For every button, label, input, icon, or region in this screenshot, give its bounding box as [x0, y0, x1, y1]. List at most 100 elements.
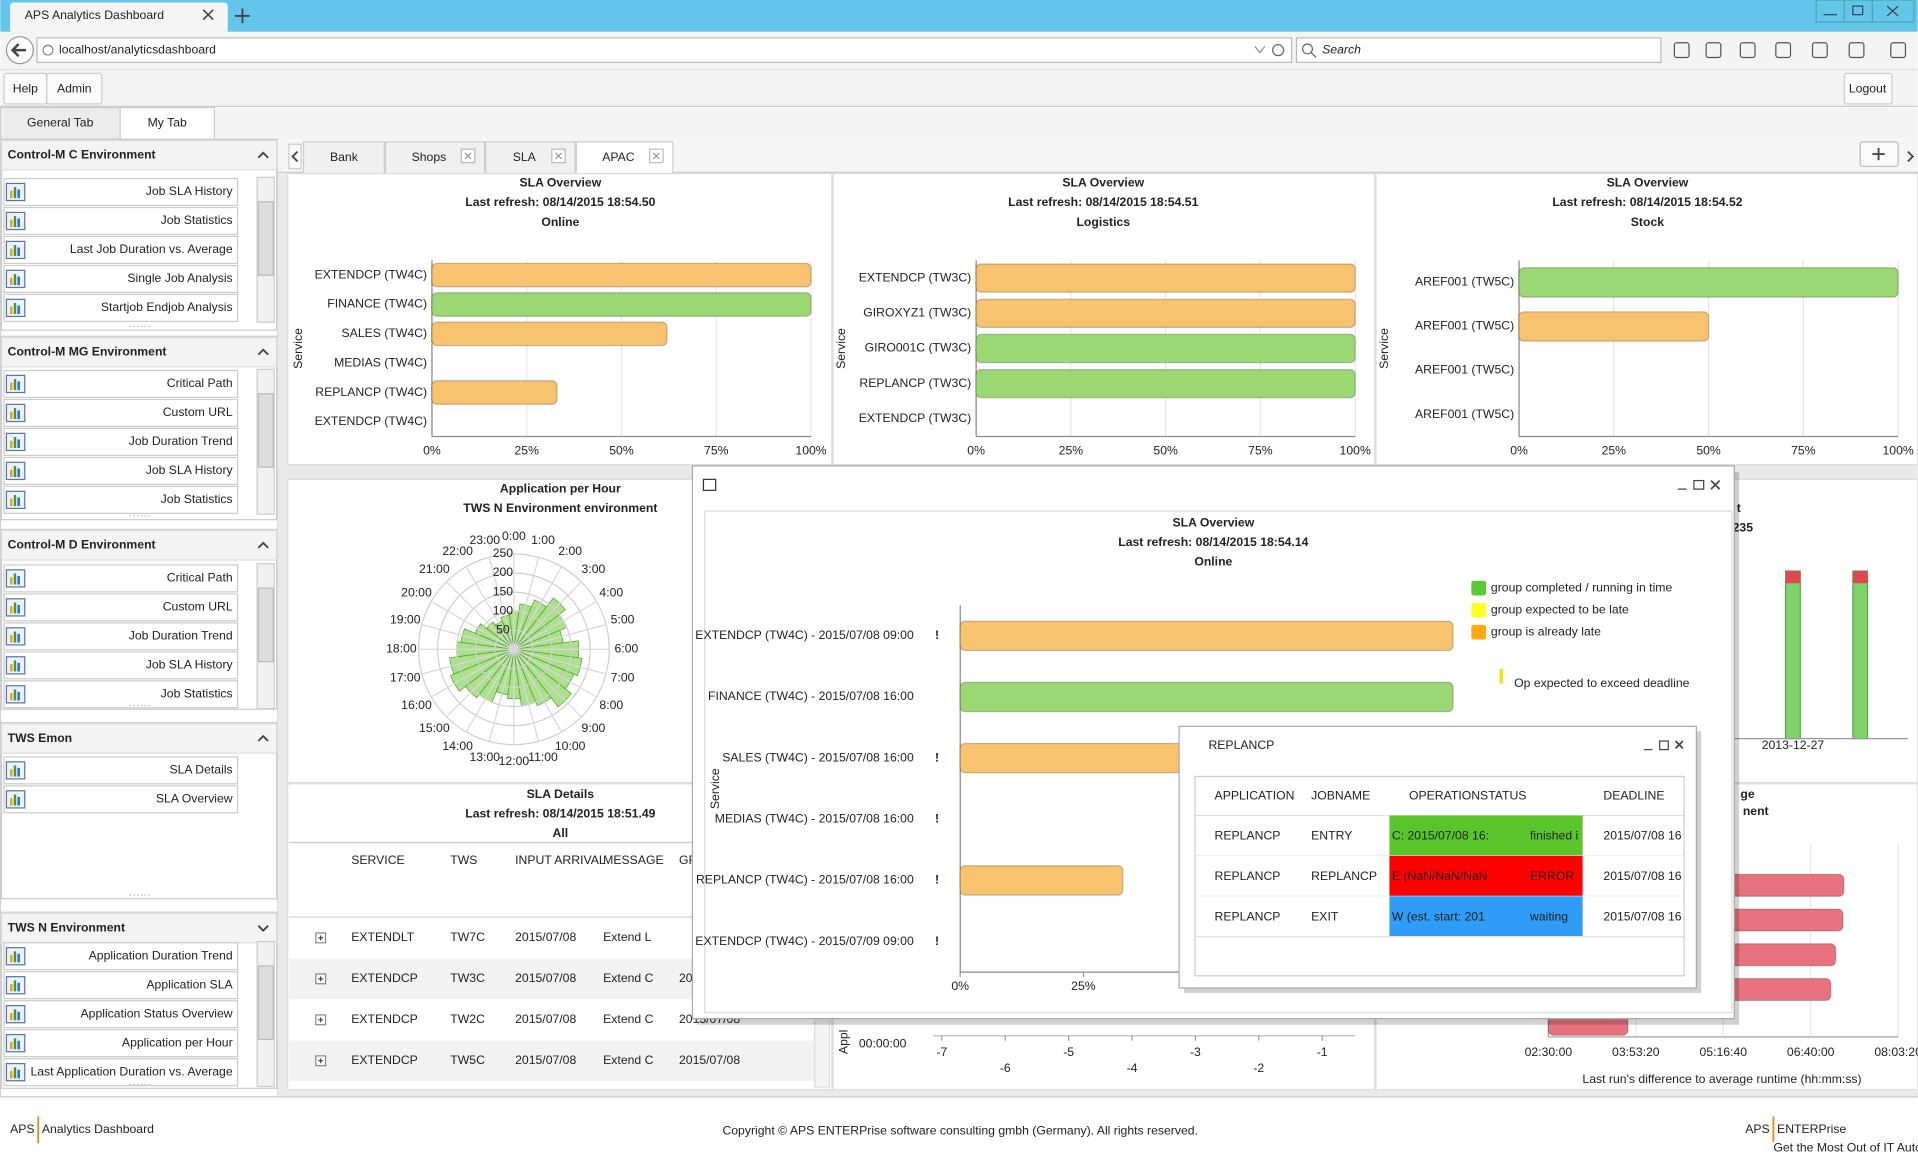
- section-header[interactable]: [0, 723, 278, 754]
- section-title[interactable]: TWS Emon: [8, 731, 72, 745]
- collapse[interactable]: [257, 541, 269, 549]
- main-tab-label[interactable]: General Tab: [27, 116, 94, 130]
- menu-item[interactable]: [3, 293, 239, 322]
- scroll-left[interactable]: [288, 143, 302, 170]
- section-header[interactable]: [0, 336, 278, 368]
- browser-tab[interactable]: [10, 2, 228, 34]
- toolbar-icon[interactable]: [1705, 42, 1722, 59]
- toolbar-icon[interactable]: [1739, 42, 1756, 59]
- menu-item[interactable]: [3, 1000, 239, 1029]
- menu-item[interactable]: [3, 456, 239, 485]
- url-field[interactable]: [36, 37, 1293, 63]
- collapse[interactable]: [257, 151, 269, 159]
- menu-item-label[interactable]: Custom URL: [163, 600, 233, 614]
- scroll-thumb[interactable]: [257, 587, 274, 663]
- menu-item-label[interactable]: Application Status Overview: [81, 1006, 233, 1020]
- toolbar-icon[interactable]: [1775, 42, 1792, 59]
- section-title[interactable]: Control-M D Environment: [8, 538, 156, 552]
- menu-item-label[interactable]: Critical Path: [167, 571, 233, 585]
- button[interactable]: [46, 72, 103, 105]
- dash-tab-label[interactable]: Shops: [412, 150, 447, 164]
- maximize[interactable]: [1659, 740, 1669, 751]
- section-title[interactable]: TWS N Environment: [8, 920, 125, 934]
- menu-item-label[interactable]: Job Statistics: [161, 492, 233, 506]
- scroll-thumb[interactable]: [257, 201, 274, 276]
- section-header[interactable]: [0, 140, 278, 171]
- menu-item-label[interactable]: SLA Overview: [156, 792, 233, 806]
- menu-item-label[interactable]: Single Job Analysis: [127, 271, 232, 285]
- button-label[interactable]: Admin: [57, 81, 92, 95]
- menu-item[interactable]: [3, 942, 239, 971]
- menu-item-label[interactable]: Application per Hour: [122, 1035, 233, 1049]
- toolbar-icon[interactable]: [1848, 42, 1865, 59]
- menu-item[interactable]: [3, 593, 239, 622]
- menu-item[interactable]: [3, 564, 239, 593]
- menu-item[interactable]: [3, 485, 239, 514]
- collapse[interactable]: [257, 348, 269, 356]
- menu-item-label[interactable]: Custom URL: [163, 405, 233, 419]
- section-title[interactable]: Control-M MG Environment: [8, 344, 167, 358]
- menu-item-label[interactable]: SLA Details: [169, 763, 232, 777]
- scroll-thumb[interactable]: [257, 965, 274, 1040]
- menu-item-label[interactable]: Application SLA: [146, 977, 233, 991]
- dropdown[interactable]: [1254, 46, 1266, 54]
- toolbar-icon[interactable]: [1811, 42, 1828, 59]
- menu-item-label[interactable]: Last Application Duration vs. Average: [30, 1064, 232, 1078]
- menu-item[interactable]: [3, 785, 239, 814]
- reload[interactable]: [1272, 44, 1285, 57]
- column: [1852, 570, 1869, 740]
- section-title[interactable]: Control-M C Environment: [8, 148, 156, 162]
- menu-item-label[interactable]: Critical Path: [167, 376, 233, 390]
- scroll-right[interactable]: [1907, 150, 1915, 163]
- tab-close[interactable]: [202, 9, 214, 21]
- menu-item-label[interactable]: Job Duration Trend: [129, 434, 233, 448]
- search-field[interactable]: [1295, 37, 1662, 63]
- menu-item-label[interactable]: Last Job Duration vs. Average: [70, 242, 233, 256]
- menu-item[interactable]: [3, 206, 239, 236]
- section-header[interactable]: [0, 912, 278, 944]
- section-header[interactable]: [0, 530, 278, 561]
- menu-item-label[interactable]: Job SLA History: [146, 184, 234, 198]
- main-tab[interactable]: [0, 106, 121, 141]
- menu-item[interactable]: [3, 971, 239, 1000]
- menu-item-label[interactable]: Application Duration Trend: [89, 948, 233, 962]
- dash-tab-label[interactable]: SLA: [513, 150, 537, 164]
- new-tab[interactable]: [235, 8, 250, 24]
- toolbar-icon[interactable]: [1890, 42, 1907, 59]
- table-row[interactable]: [288, 1040, 815, 1081]
- menu-item[interactable]: [3, 1029, 239, 1058]
- button-label[interactable]: Help: [13, 81, 38, 95]
- window-minimize[interactable]: [1815, 0, 1845, 23]
- menu-item[interactable]: [3, 235, 239, 265]
- close[interactable]: [1710, 479, 1721, 490]
- dash-tab-label[interactable]: APAC: [602, 150, 635, 164]
- collapse[interactable]: [257, 925, 269, 932]
- menu-item[interactable]: [3, 369, 239, 399]
- menu-item-label[interactable]: Job SLA History: [146, 463, 234, 477]
- dash-tab[interactable]: [302, 141, 385, 175]
- menu-item-label[interactable]: Job SLA History: [146, 658, 234, 672]
- menu-item[interactable]: [3, 651, 239, 680]
- menu-item[interactable]: [3, 264, 239, 293]
- menu-item[interactable]: [3, 756, 239, 785]
- menu-item-label[interactable]: Job Duration Trend: [129, 629, 233, 643]
- menu-item[interactable]: [3, 427, 239, 456]
- close[interactable]: [1674, 740, 1684, 749]
- menu-item-label[interactable]: Job Statistics: [161, 213, 233, 227]
- menu-item-label[interactable]: Job Statistics: [161, 687, 233, 701]
- menu-item[interactable]: [3, 1058, 239, 1087]
- collapse[interactable]: [257, 734, 269, 742]
- menu-item[interactable]: [3, 680, 239, 709]
- logout-button[interactable]: [1843, 72, 1893, 105]
- main-tab-label[interactable]: My Tab: [148, 116, 187, 130]
- menu-item[interactable]: [3, 398, 239, 428]
- maximize[interactable]: [1693, 479, 1705, 490]
- menu-item[interactable]: [3, 622, 239, 651]
- button-label[interactable]: Logout: [1849, 81, 1887, 95]
- dash-tab-label[interactable]: Bank: [330, 150, 359, 164]
- window-maximize[interactable]: [1843, 0, 1874, 23]
- menu-item[interactable]: [3, 177, 239, 207]
- menu-item-label[interactable]: Startjob Endjob Analysis: [101, 300, 233, 314]
- scroll-thumb[interactable]: [257, 393, 274, 468]
- toolbar-icon[interactable]: [1673, 42, 1690, 59]
